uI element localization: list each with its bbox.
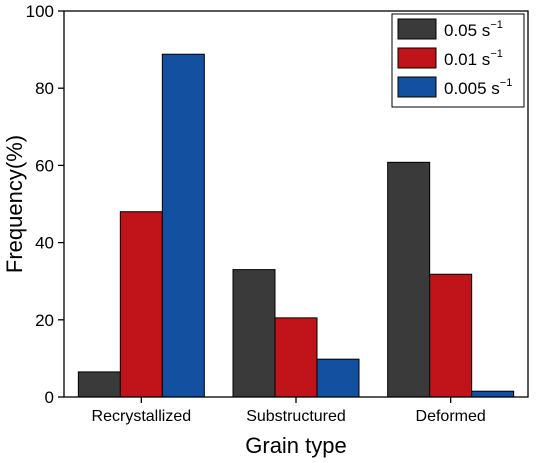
legend-entry: 0.01 s−1 [444, 48, 503, 69]
y-tick-label: 20 [35, 311, 54, 330]
legend-swatch [397, 76, 437, 98]
bar-substructured-series-2 [274, 317, 318, 398]
x-tick-label: Deformed [416, 408, 486, 425]
y-axis-label: Frequency(%) [2, 135, 27, 273]
y-tick-label: 60 [35, 156, 54, 175]
legend-entry: 0.05 s−1 [444, 19, 503, 40]
y-tick-label: 0 [45, 388, 54, 407]
bar-deformed-series-2 [429, 273, 473, 398]
legend-swatch [397, 18, 437, 40]
x-tick-label: Substructured [246, 408, 346, 425]
y-axis: 0 20 40 60 80 100 [26, 2, 64, 407]
bar-deformed-series-1 [387, 161, 431, 398]
bar-recrystallized-series-3 [161, 53, 205, 398]
bars-group [77, 53, 515, 398]
legend-superscript: −1 [490, 19, 503, 31]
bar-deformed-series-3 [471, 390, 515, 398]
y-tick-label: 80 [35, 79, 54, 98]
x-axis: Recrystallized Substructured Deformed [92, 397, 486, 425]
legend-entry: 0.005 s−1 [444, 77, 512, 98]
legend-superscript: −1 [500, 77, 513, 89]
legend: 0.05 s−1 0.01 s−1 0.005 s−1 [391, 13, 525, 108]
x-axis-label: Grain type [245, 433, 347, 458]
bar-substructured-series-3 [316, 358, 360, 398]
bar-recrystallized-series-1 [77, 371, 121, 398]
bar-substructured-series-1 [232, 269, 276, 398]
legend-swatch [397, 47, 437, 69]
y-tick-label: 40 [35, 234, 54, 253]
x-tick-label: Recrystallized [92, 408, 192, 425]
y-tick-label: 100 [26, 2, 54, 21]
legend-superscript: −1 [490, 48, 503, 60]
bar-recrystallized-series-2 [119, 211, 163, 398]
